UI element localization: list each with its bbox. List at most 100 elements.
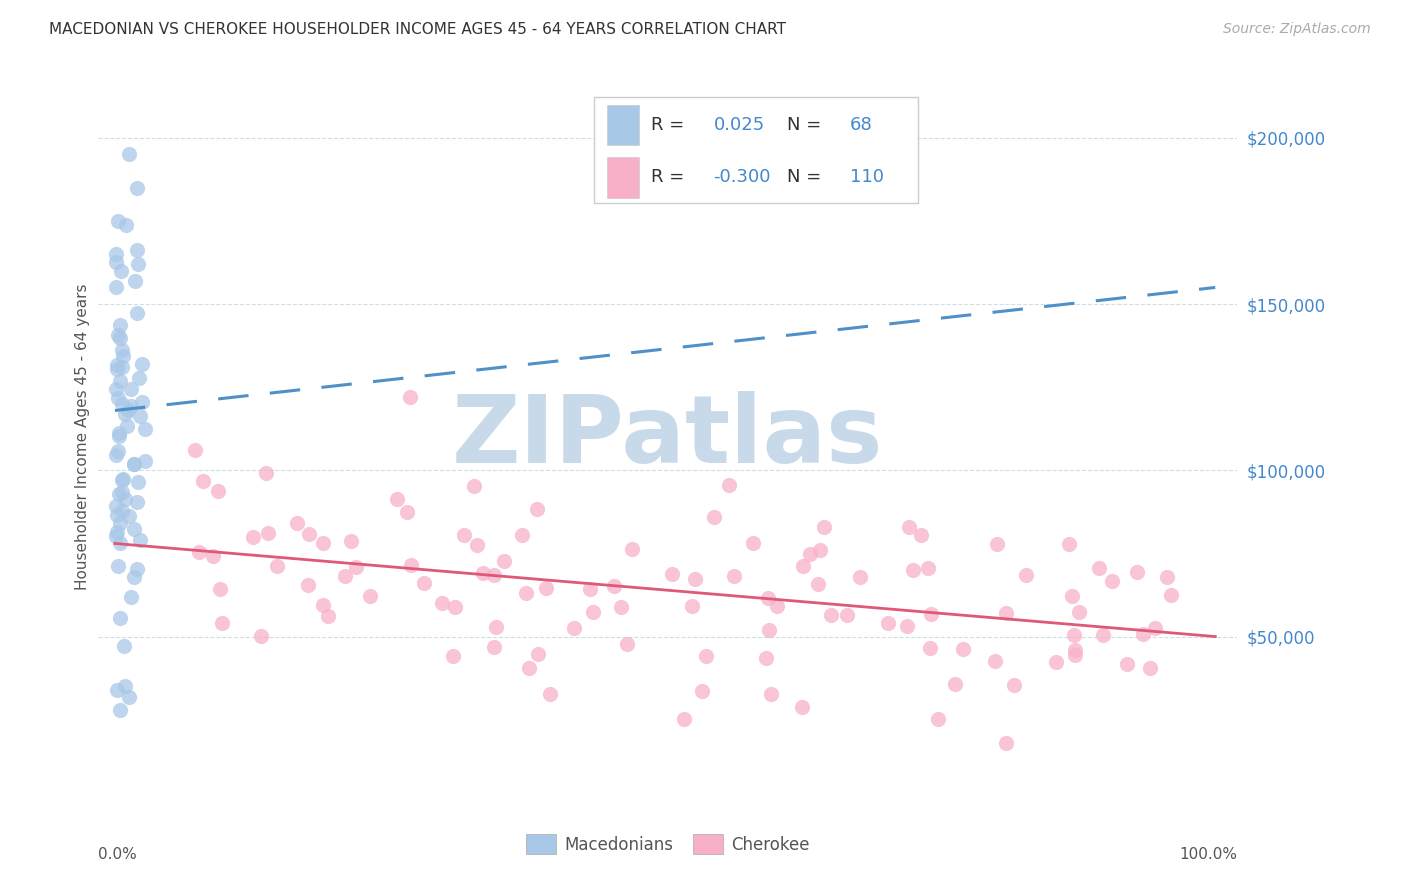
Point [111, 473, 134, 487]
Point [107, 327, 129, 342]
Point [755, 651, 778, 665]
Point [114, 492, 136, 507]
Point [114, 680, 136, 694]
Text: MACEDONIAN VS CHEROKEE HOUSEHOLDER INCOME AGES 45 - 64 YEARS CORRELATION CHART: MACEDONIAN VS CHEROKEE HOUSEHOLDER INCOM… [49, 22, 786, 37]
Point [105, 683, 128, 698]
Point [108, 516, 131, 530]
Point [105, 382, 128, 396]
FancyBboxPatch shape [607, 104, 640, 145]
Point [312, 536, 335, 550]
Point [835, 608, 858, 623]
Point [1160, 588, 1182, 602]
Point [118, 509, 141, 524]
Point [695, 648, 717, 663]
FancyBboxPatch shape [607, 157, 640, 197]
Point [110, 359, 132, 374]
Legend: Macedonians, Cherokee: Macedonians, Cherokee [519, 828, 817, 860]
Point [211, 615, 233, 630]
Point [792, 700, 814, 714]
Point [986, 536, 1008, 550]
Point [105, 358, 128, 372]
Point [1064, 648, 1087, 662]
Point [927, 712, 949, 726]
Point [510, 528, 533, 542]
Point [1063, 628, 1085, 642]
Point [127, 495, 149, 509]
Text: 68: 68 [851, 116, 873, 134]
Point [134, 454, 156, 468]
Point [765, 599, 787, 613]
Point [412, 576, 434, 591]
Point [463, 479, 485, 493]
Point [105, 247, 128, 261]
Point [131, 357, 153, 371]
Point [453, 528, 475, 542]
Point [122, 457, 145, 471]
Point [359, 589, 381, 603]
Point [112, 639, 135, 653]
Point [188, 545, 211, 559]
Point [1045, 655, 1067, 669]
Point [112, 472, 135, 486]
Point [1132, 626, 1154, 640]
Point [257, 525, 280, 540]
Point [107, 214, 129, 228]
Point [105, 448, 128, 462]
Point [115, 219, 138, 233]
Point [129, 409, 152, 423]
Point [122, 457, 145, 471]
Point [298, 526, 321, 541]
Point [127, 306, 149, 320]
Point [105, 525, 128, 540]
Point [108, 425, 131, 440]
Point [107, 486, 129, 500]
Point [108, 374, 131, 388]
Point [616, 637, 638, 651]
Point [110, 536, 132, 550]
Text: -0.300: -0.300 [713, 169, 770, 186]
Point [111, 504, 134, 518]
Point [1069, 605, 1091, 619]
Point [620, 541, 643, 556]
Point [703, 510, 725, 524]
Point [105, 508, 128, 522]
Point [1125, 565, 1147, 579]
Point [297, 578, 319, 592]
Point [134, 422, 156, 436]
Point [266, 559, 288, 574]
Point [718, 478, 741, 492]
Point [1144, 621, 1167, 635]
Point [484, 568, 506, 582]
Point [120, 399, 142, 413]
Point [111, 349, 134, 363]
Point [184, 442, 207, 457]
Point [125, 244, 148, 258]
Point [1116, 657, 1139, 672]
Point [897, 520, 920, 534]
Point [758, 623, 780, 637]
Point [918, 641, 941, 656]
Point [792, 558, 814, 573]
Point [430, 596, 453, 610]
Point [201, 549, 224, 563]
Point [723, 569, 745, 583]
Point [254, 466, 277, 480]
Point [683, 572, 706, 586]
Point [813, 520, 835, 534]
Point [122, 569, 145, 583]
Point [903, 563, 925, 577]
FancyBboxPatch shape [593, 97, 918, 203]
Point [1002, 678, 1025, 692]
Point [117, 402, 139, 417]
Point [110, 343, 132, 357]
Point [107, 559, 129, 574]
Point [105, 499, 128, 513]
Point [1092, 628, 1115, 642]
Point [984, 654, 1007, 668]
Point [395, 505, 418, 519]
Point [312, 599, 335, 613]
Text: 0.0%: 0.0% [98, 847, 138, 862]
Point [340, 533, 363, 548]
Point [1156, 569, 1178, 583]
Point [108, 318, 131, 333]
